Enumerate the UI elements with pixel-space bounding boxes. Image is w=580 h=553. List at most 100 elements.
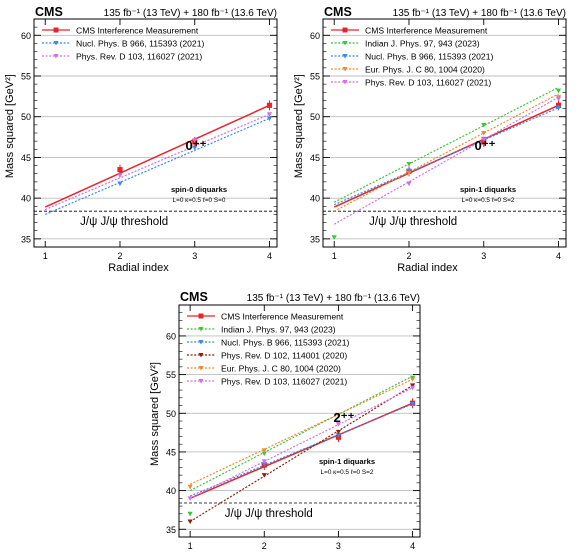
data-point <box>406 181 412 187</box>
experiment-label: CMS <box>324 5 352 19</box>
legend-entry: Phys. Rev. D 103, 116027 (2021) <box>365 78 491 88</box>
data-point <box>409 377 416 382</box>
data-point <box>331 235 337 240</box>
fit-line <box>189 403 413 497</box>
fit-line <box>333 96 559 225</box>
state-label: 0⁺⁺ <box>475 138 496 153</box>
legend-marker <box>342 67 348 72</box>
x-tick-label: 4 <box>556 251 561 261</box>
legend-marker <box>198 313 204 319</box>
x-axis-label: Radial index <box>397 262 458 274</box>
legend-entry: Eur. Phys. J. C 80, 1004 (2020) <box>221 364 341 374</box>
x-tick-label: 2 <box>406 251 411 261</box>
y-tick-label: 55 <box>310 72 320 82</box>
legend-marker <box>342 80 348 85</box>
legend-entry: CMS Interference Measurement <box>365 26 488 36</box>
data-point <box>555 105 562 111</box>
legend-entry: Nucl. Phys. B 966, 115393 (2021) <box>76 39 204 49</box>
legend-entry: Eur. Phys. J. C 80, 1004 (2020) <box>365 65 485 75</box>
y-tick-label: 60 <box>310 31 320 41</box>
fit-line <box>189 402 413 500</box>
legend-entry: Indian J. Phys. 97, 943 (2023) <box>365 39 480 49</box>
data-point <box>261 451 267 457</box>
data-point <box>261 462 267 467</box>
diquark-params: L=0 κ=0.5 ℓ=0 S=2 <box>321 469 374 476</box>
diquark-title: spin-0 diquarks <box>171 185 227 194</box>
x-tick-label: 3 <box>336 541 341 551</box>
lumi-label: 135 fb⁻¹ (13 TeV) + 180 fb⁻¹ (13.6 TeV) <box>104 8 277 19</box>
fit-line <box>44 113 270 211</box>
legend-marker <box>53 54 59 59</box>
fit-line <box>333 107 559 206</box>
legend-marker <box>53 41 59 46</box>
data-point <box>117 173 123 178</box>
data-point <box>261 448 267 453</box>
data-point <box>187 496 193 501</box>
x-tick-label: 4 <box>267 251 272 261</box>
x-tick-label: 4 <box>410 541 415 551</box>
lumi-label: 135 fb⁻¹ (13 TeV) + 180 fb⁻¹ (13.6 TeV) <box>247 293 420 304</box>
chart-panel-2: J/ψ J/ψ threshold 1 2 3 4 35 40 45 50 55 60 Radial … <box>293 5 567 274</box>
legend-marker <box>53 27 59 33</box>
data-point <box>555 96 562 102</box>
y-axis-label: Mass squared [GeV²] <box>149 362 161 466</box>
data-point <box>555 88 562 94</box>
data-point <box>409 401 416 407</box>
data-point <box>406 161 412 167</box>
legend-marker <box>198 379 204 384</box>
y-tick-label: 45 <box>310 153 320 163</box>
legend-entry: Nucl. Phys. B 966, 115393 (2021) <box>221 338 349 348</box>
data-point <box>261 473 267 478</box>
y-tick-label: 35 <box>166 525 176 535</box>
x-tick-label: 2 <box>117 251 122 261</box>
x-tick-label: 1 <box>332 251 337 261</box>
legend-marker <box>198 340 204 345</box>
data-point <box>187 519 193 525</box>
y-tick-label: 50 <box>310 112 320 122</box>
data-point <box>406 170 412 176</box>
state-label: 0⁺⁺ <box>186 138 207 153</box>
y-axis-label: Mass squared [GeV²] <box>293 74 305 178</box>
legend-marker <box>342 27 348 33</box>
y-tick-label: 40 <box>21 194 31 204</box>
y-tick-label: 45 <box>166 447 176 457</box>
fit-line <box>333 86 559 203</box>
diquark-title: spin-1 diquarks <box>319 457 375 466</box>
data-point <box>335 412 342 418</box>
data-point <box>481 122 487 128</box>
diquark-params: L=0 κ=0.5 ℓ=0 S=2 <box>462 197 515 204</box>
legend-entry: Phys. Rev. D 102, 114001 (2020) <box>221 351 347 361</box>
threshold-label: J/ψ J/ψ threshold <box>369 216 457 228</box>
y-tick-label: 40 <box>310 194 320 204</box>
legend-entry: CMS Interference Measurement <box>221 312 344 322</box>
data-point <box>406 168 412 174</box>
fit-line <box>189 384 413 523</box>
x-tick-label: 1 <box>43 251 48 261</box>
fit-line <box>333 104 559 208</box>
experiment-label: CMS <box>180 290 208 304</box>
experiment-label: CMS <box>35 5 63 19</box>
data-point <box>481 137 487 143</box>
x-tick-label: 1 <box>188 541 193 551</box>
data-point <box>266 112 273 117</box>
legend-marker <box>198 366 204 371</box>
x-tick-label: 3 <box>481 251 486 261</box>
data-point <box>192 138 198 143</box>
data-point <box>266 116 273 121</box>
data-point <box>117 181 123 187</box>
chart-panel-1: J/ψ J/ψ threshold 1 2 3 4 35 40 45 50 55 60 Radial … <box>4 5 278 274</box>
legend-marker <box>342 54 348 59</box>
data-point <box>481 131 487 136</box>
y-tick-label: 55 <box>166 370 176 380</box>
legend-marker <box>342 41 348 46</box>
data-point <box>187 511 193 517</box>
legend-entry: Phys. Rev. D 103, 116027 (2021) <box>76 52 202 62</box>
x-axis-label: Radial index <box>108 262 169 274</box>
data-point <box>409 383 416 389</box>
legend-entry: Phys. Rev. D 103, 116027 (2021) <box>221 377 347 387</box>
state-label: 2⁺⁺ <box>334 410 355 425</box>
data-point <box>187 484 193 490</box>
y-tick-label: 45 <box>21 153 31 163</box>
threshold-label: J/ψ J/ψ threshold <box>225 508 313 520</box>
y-tick-label: 60 <box>21 31 31 41</box>
